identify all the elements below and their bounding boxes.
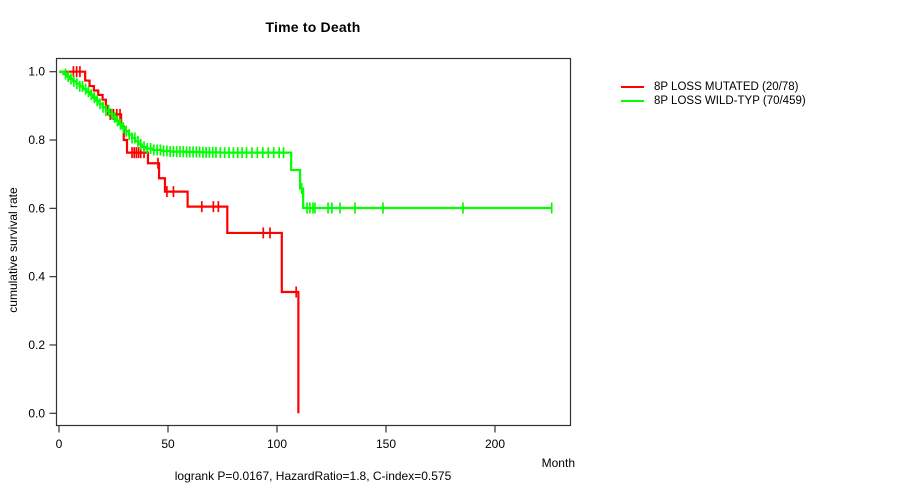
svg-text:0.2: 0.2 [28, 338, 45, 352]
chart-title: Time to Death [265, 19, 361, 35]
svg-text:0.4: 0.4 [28, 270, 45, 284]
svg-text:100: 100 [267, 437, 287, 451]
svg-text:0: 0 [56, 437, 63, 451]
x-axis-label: Month [541, 456, 575, 470]
svg-text:200: 200 [485, 437, 505, 451]
svg-text:150: 150 [376, 437, 396, 451]
legend-line-green [621, 100, 644, 102]
svg-text:1.0: 1.0 [28, 65, 45, 79]
svg-text:0.8: 0.8 [28, 133, 45, 147]
svg-text:0.6: 0.6 [28, 201, 45, 215]
y-axis-label: cumulative survival rate [6, 187, 20, 313]
legend-label-wildtype: 8P LOSS WILD-TYP (70/459) [654, 95, 806, 107]
svg-text:50: 50 [161, 437, 175, 451]
legend-label-mutated: 8P LOSS MUTATED (20/78) [654, 81, 799, 93]
legend: 8P LOSS MUTATED (20/78) 8P LOSS WILD-TYP… [621, 80, 806, 108]
legend-line-red [621, 86, 644, 88]
legend-item-wildtype: 8P LOSS WILD-TYP (70/459) [621, 94, 806, 108]
svg-text:0.0: 0.0 [28, 406, 45, 420]
stats-annotation: logrank P=0.0167, HazardRatio=1.8, C-ind… [174, 469, 452, 483]
legend-item-mutated: 8P LOSS MUTATED (20/78) [621, 80, 806, 94]
